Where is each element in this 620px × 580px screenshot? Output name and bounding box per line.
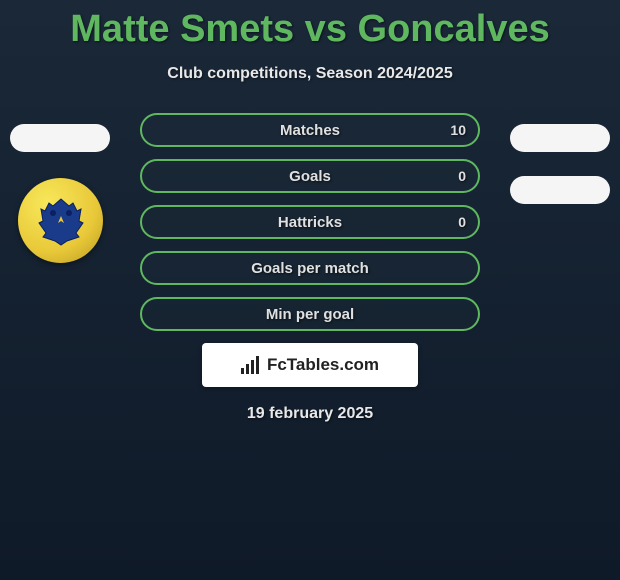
stat-row-matches: Matches 10 <box>140 113 480 147</box>
stat-right-value: 0 <box>458 168 466 184</box>
stat-label: Goals <box>289 168 331 185</box>
date-text: 19 february 2025 <box>0 405 620 423</box>
bar-chart-icon <box>241 356 261 374</box>
logo-text: FcTables.com <box>267 355 379 375</box>
stat-label: Min per goal <box>266 306 354 323</box>
stat-label: Hattricks <box>278 214 342 231</box>
stat-label: Goals per match <box>251 260 369 277</box>
stat-row-goals-per-match: Goals per match <box>140 251 480 285</box>
stat-row-min-per-goal: Min per goal <box>140 297 480 331</box>
stat-right-value: 0 <box>458 214 466 230</box>
stat-row-goals: Goals 0 <box>140 159 480 193</box>
fctables-logo-box[interactable]: FcTables.com <box>202 343 418 387</box>
page-title: Matte Smets vs Goncalves <box>0 0 620 51</box>
stats-container: Matches 10 Goals 0 Hattricks 0 Goals per… <box>0 113 620 331</box>
stat-row-hattricks: Hattricks 0 <box>140 205 480 239</box>
subtitle: Club competitions, Season 2024/2025 <box>0 65 620 83</box>
stat-right-value: 10 <box>450 122 466 138</box>
stat-label: Matches <box>280 122 340 139</box>
